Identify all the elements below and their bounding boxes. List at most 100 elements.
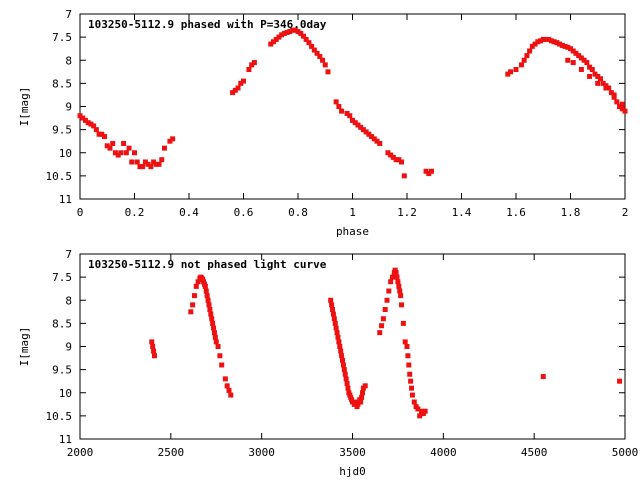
data-point xyxy=(203,288,209,294)
y-tick-label: 8 xyxy=(65,294,72,307)
data-point xyxy=(205,297,211,303)
data-point xyxy=(386,288,392,294)
data-point xyxy=(535,39,541,45)
data-point xyxy=(309,43,315,49)
x-tick-label: 2000 xyxy=(67,446,94,459)
data-point xyxy=(584,60,590,66)
data-point xyxy=(587,73,593,79)
data-point xyxy=(222,376,228,382)
y-tick-label: 9 xyxy=(65,101,72,114)
data-point xyxy=(96,131,102,137)
data-point xyxy=(409,392,415,398)
data-point xyxy=(399,159,405,165)
data-point xyxy=(358,124,364,130)
x-tick-label: 5000 xyxy=(612,446,639,459)
data-point xyxy=(538,38,544,44)
data-point xyxy=(359,394,365,400)
x-tick-label: 0.8 xyxy=(288,206,308,219)
data-point xyxy=(317,54,323,60)
data-point xyxy=(314,50,320,56)
data-point xyxy=(603,85,609,91)
data-point xyxy=(400,320,406,326)
data-point xyxy=(595,80,601,86)
data-point xyxy=(385,150,391,156)
data-point xyxy=(213,339,219,345)
y-axis-label: I[mag] xyxy=(18,327,31,367)
data-point xyxy=(238,80,244,86)
data-point xyxy=(411,399,417,405)
data-point xyxy=(153,161,159,167)
x-tick-label: 0.6 xyxy=(234,206,254,219)
data-point xyxy=(529,43,535,49)
data-point xyxy=(589,67,595,72)
data-point xyxy=(518,62,524,68)
plot-frame-bottom xyxy=(79,253,626,440)
data-point xyxy=(382,307,388,312)
data-point xyxy=(377,141,383,146)
data-point xyxy=(578,67,584,72)
data-point xyxy=(284,30,290,35)
data-point xyxy=(389,274,395,280)
data-point xyxy=(206,302,212,308)
data-point xyxy=(532,41,538,47)
data-point xyxy=(362,383,368,389)
y-tick-label: 9.5 xyxy=(52,364,72,377)
data-point xyxy=(336,339,342,345)
data-point xyxy=(551,39,557,45)
y-tick-label: 10.5 xyxy=(46,410,73,423)
data-point xyxy=(377,330,383,336)
x-tick-label: 1.8 xyxy=(561,206,581,219)
data-point xyxy=(102,134,108,140)
data-point xyxy=(614,99,620,105)
data-point xyxy=(597,76,603,82)
data-point xyxy=(394,274,400,280)
data-point xyxy=(360,127,366,133)
data-point xyxy=(369,134,375,140)
data-point xyxy=(107,145,113,151)
data-point xyxy=(600,80,606,86)
data-point xyxy=(340,357,346,363)
data-point xyxy=(578,55,584,61)
data-point xyxy=(148,164,154,170)
data-point xyxy=(343,376,349,382)
data-point xyxy=(142,159,148,165)
data-point xyxy=(565,57,571,63)
data-point xyxy=(311,47,317,53)
data-point xyxy=(622,108,628,114)
data-point xyxy=(190,302,196,308)
data-point xyxy=(570,48,576,54)
data-point xyxy=(562,43,568,49)
panel-title-bottom: 103250-5112.9 not phased light curve xyxy=(88,258,327,271)
data-point xyxy=(401,173,407,179)
x-tick-label: 1.6 xyxy=(506,206,526,219)
data-point xyxy=(140,164,146,170)
data-point xyxy=(611,92,617,98)
data-point xyxy=(333,99,339,105)
data-point xyxy=(406,362,412,368)
data-point xyxy=(149,339,155,345)
data-point xyxy=(384,297,390,303)
data-point xyxy=(339,353,345,359)
x-tick-label: 4000 xyxy=(430,446,457,459)
data-point xyxy=(395,279,401,285)
data-point xyxy=(230,90,236,96)
y-tick-label: 9 xyxy=(65,341,72,354)
data-point xyxy=(338,348,344,354)
data-point xyxy=(150,344,156,349)
y-tick-label: 10.5 xyxy=(46,170,73,183)
data-point xyxy=(334,330,340,336)
data-point xyxy=(195,279,201,285)
x-tick-label: 2 xyxy=(622,206,629,219)
data-point xyxy=(212,334,218,340)
data-point xyxy=(330,311,336,317)
data-point xyxy=(207,307,213,312)
data-point xyxy=(581,57,587,63)
data-point xyxy=(617,378,623,384)
data-point xyxy=(134,159,140,165)
data-point xyxy=(405,353,411,359)
data-point xyxy=(587,64,593,70)
data-point xyxy=(300,33,306,39)
data-point xyxy=(568,46,573,52)
data-point xyxy=(104,143,110,149)
data-point xyxy=(193,283,199,289)
